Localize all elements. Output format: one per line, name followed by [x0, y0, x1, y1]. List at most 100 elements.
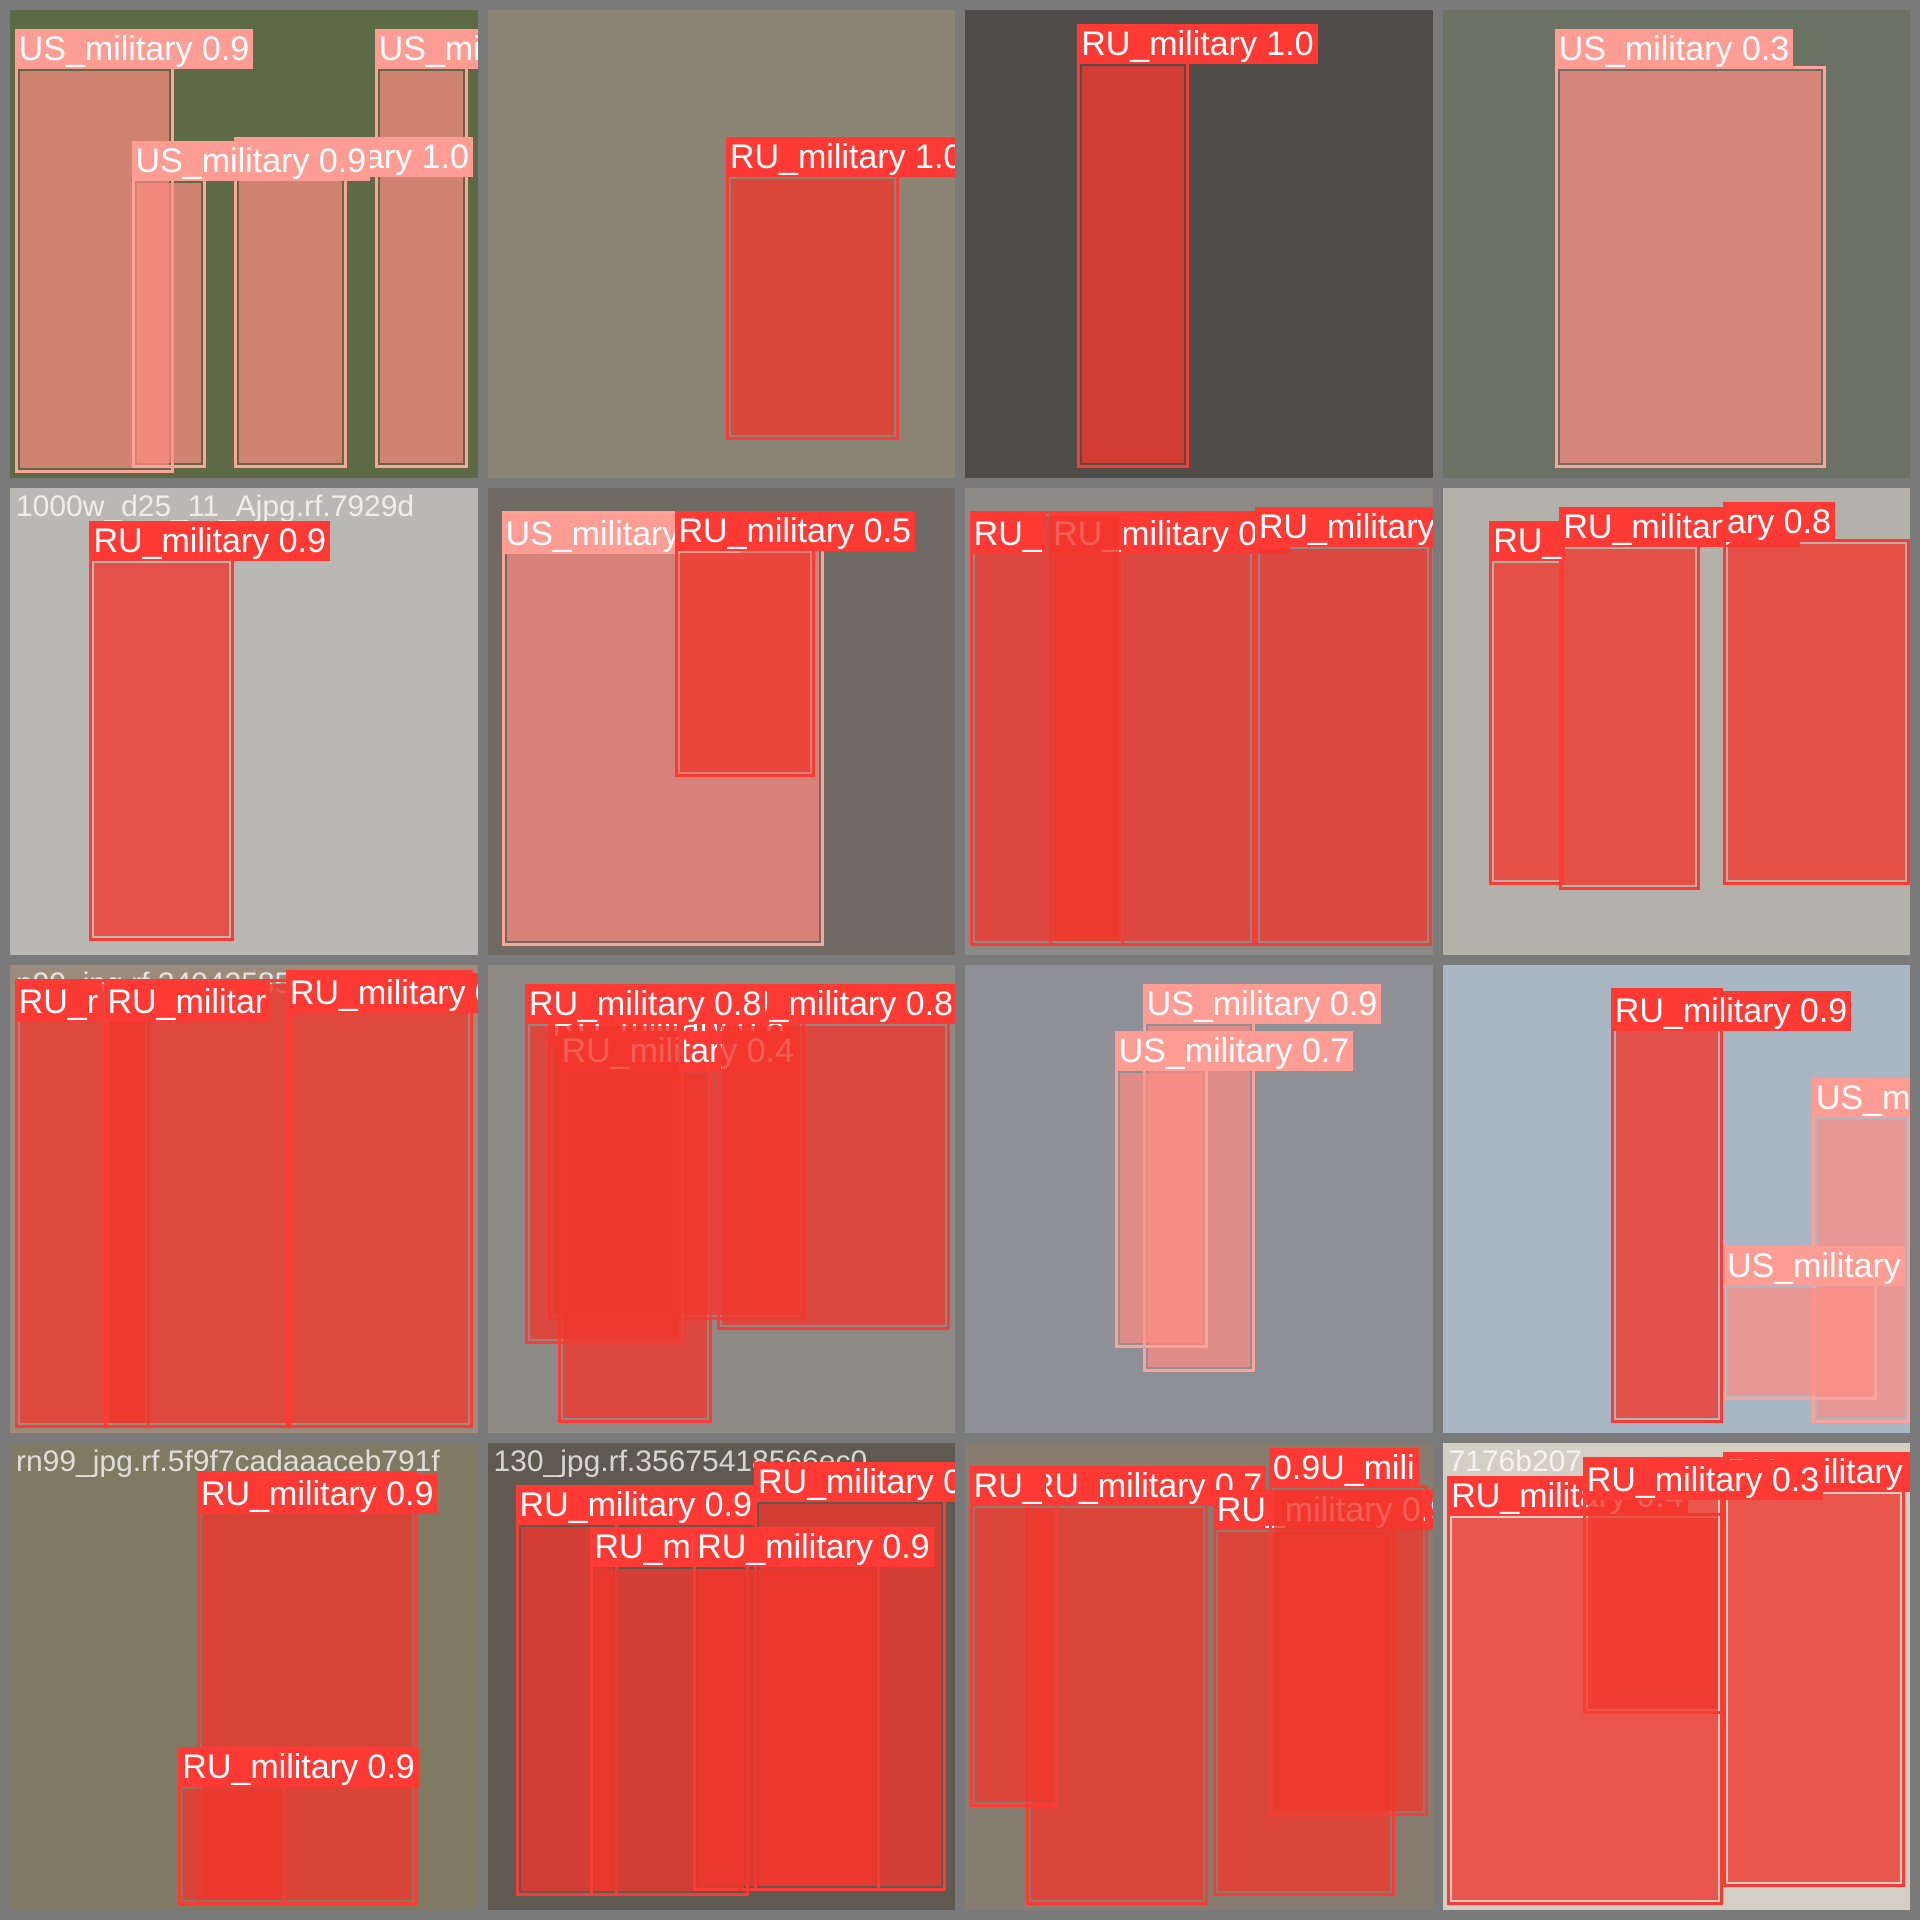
mosaic-tile: 1000w_d25_11_Ajpg.rf.7929d RU_military 0.…	[10, 487, 478, 955]
detection-box: RU_military 0.8	[285, 969, 478, 1428]
mosaic-tile: US_military 0.3	[1442, 10, 1910, 478]
mosaic-tile: RU_military 0.9 US_mi US_military	[1442, 965, 1910, 1433]
detection-box: US_military	[1723, 1245, 1905, 1400]
detection-label: US_military 0.7	[1114, 1030, 1354, 1071]
tile-photo	[965, 10, 1433, 478]
detection-label: US_mi	[1811, 1077, 1910, 1118]
detection-box: US_military 1.0	[374, 29, 478, 469]
detection-label: RU_military 0.3	[1582, 1459, 1824, 1500]
segmentation-mask	[239, 178, 342, 464]
detection-box: US_military 0.3	[1554, 29, 1826, 469]
segmentation-mask	[379, 71, 464, 464]
detection-box: RU_military 0.5	[674, 511, 915, 778]
tile-filename: 7176b207	[1448, 1444, 1582, 1478]
detection-label: RU_military 0.9	[693, 1527, 934, 1568]
detection-label: RU_r	[14, 982, 103, 1023]
detection-box: RU_military 0.9	[89, 520, 330, 941]
detection-label: RU_military 0.9	[753, 1461, 955, 1502]
detection-box: RU_military 0.8	[524, 984, 766, 1344]
detection-label: RU_military 0.9	[197, 1473, 438, 1514]
detection-label: RU_military 0.5	[674, 511, 915, 552]
mosaic-tile: rn99_jpg.rf.5f9f7cadaaaceb791f RU_militar…	[10, 1442, 478, 1910]
detection-box: RU_	[1489, 520, 1566, 885]
segmentation-mask	[1564, 548, 1695, 885]
detection-box: RU_military 0.5	[1723, 1452, 1910, 1887]
detection-label: RU_military 0.9	[178, 1746, 419, 1787]
detection-box: RU_military 1.0	[725, 136, 955, 441]
detection-label: RU_military 1.0	[725, 136, 955, 177]
segmentation-mask	[1273, 1489, 1423, 1812]
detection-label: RU_military 0.	[1254, 506, 1433, 547]
detection-label: RU_	[1489, 520, 1566, 561]
detection-box: RU_militar	[103, 979, 291, 1428]
detection-box: RU_military 0.	[1254, 506, 1433, 946]
detection-label: RU_military 0.9	[89, 520, 330, 561]
tile-filename: 1000w_d25_11_Ajpg.rf.7929d	[16, 489, 415, 523]
detection-box: RU_	[969, 1466, 1059, 1808]
segmentation-mask	[1728, 543, 1905, 880]
detection-box: US_military 1.0	[234, 136, 473, 469]
detection-box: RU_military 0.9	[693, 1527, 934, 1892]
detection-box: RU_military 0.7	[1025, 1466, 1267, 1906]
segmentation-mask	[290, 974, 468, 1423]
detection-label: US_military 0.3	[1554, 29, 1794, 70]
segmentation-mask	[1259, 548, 1428, 941]
detection-box: US_military 0.7	[1114, 1030, 1354, 1349]
detection-box: US_military 0.9	[131, 141, 371, 469]
detection-label: RU_	[969, 1466, 1046, 1507]
detection-label: RU_military 0.7	[1025, 1466, 1267, 1507]
segmentation-mask	[529, 1026, 679, 1339]
detection-box: US_military 0.9	[14, 29, 254, 473]
mosaic-tile: RU_military 0.7RU_military 0.9RU_0.9U_mi…	[965, 1442, 1433, 1910]
detection-box: RU_military 0.8	[716, 984, 955, 1330]
segmentation-mask	[721, 1026, 946, 1325]
mosaic-tile: RU_military 0.8RU_military 0.4RU_militar…	[487, 965, 955, 1433]
mosaic-tile: US_military 0.9US_military 1.0US_militar…	[10, 10, 478, 478]
detection-label: US_military 1.0	[374, 29, 478, 70]
segmentation-mask	[974, 1508, 1054, 1803]
segmentation-mask	[974, 515, 1119, 941]
mosaic-tile: n99_jpg.rf.24042585625e7RU_rRU_militarRU…	[10, 965, 478, 1433]
segmentation-mask	[1082, 66, 1185, 464]
segmentation-mask	[698, 1569, 876, 1887]
detection-label: 0.9U_mili	[1268, 1447, 1419, 1488]
mosaic-tile: US_military 0.9 US_military 0.7	[965, 965, 1433, 1433]
segmentation-mask	[183, 1788, 281, 1901]
segmentation-mask	[1559, 71, 1821, 464]
detection-label: RU_military 0.8	[524, 984, 766, 1025]
tile-photo	[10, 487, 478, 955]
detection-box: 0.9U_mili	[1268, 1447, 1428, 1817]
detection-label: RU_	[969, 513, 1046, 554]
detection-box: RU_military 0.3	[1582, 1456, 1824, 1714]
segmentation-mask	[1615, 993, 1718, 1419]
segmentation-mask	[1030, 1508, 1204, 1901]
mosaic-tile: RU_military 1.0	[487, 10, 955, 478]
detection-label: US_military 0.9	[1142, 984, 1382, 1025]
detection-label: US_military	[1723, 1245, 1905, 1286]
mosaic-tile: RU_military 0.7 ary 0.8 RU_	[1442, 487, 1910, 955]
detection-box: RU_military 0.9	[1610, 988, 1852, 1424]
segmentation-mask	[730, 178, 894, 436]
detection-label: RU_military 0.9	[1610, 991, 1852, 1032]
detection-box: RU_military 0.9	[178, 1746, 419, 1906]
detection-label: ary 0.8	[1723, 501, 1835, 542]
detection-label: RU_military 0.8	[285, 972, 478, 1013]
detection-label: RU_military 1.0	[1077, 24, 1318, 65]
segmentation-mask	[1728, 1494, 1901, 1882]
detection-box: RU_military 1.0	[1077, 24, 1318, 469]
segmentation-mask	[1587, 1461, 1718, 1709]
mosaic-tile: RU_military 0.9RU_military 0.RU_	[965, 487, 1433, 955]
detection-box: ary 0.8	[1723, 501, 1910, 885]
detection-box: RU_military 0.7	[1559, 506, 1800, 890]
segmentation-mask	[1728, 1287, 1873, 1395]
segmentation-mask	[1494, 562, 1560, 880]
detection-label: US_military 0.9	[131, 141, 371, 182]
detection-label: US_military 0.9	[14, 29, 254, 70]
segmentation-mask	[136, 183, 202, 464]
detection-label: RU_military 0.9	[515, 1484, 756, 1525]
segmentation-mask	[108, 984, 286, 1423]
segmentation-mask	[1119, 1072, 1204, 1344]
mosaic-tile: US_military 0.9 RU_military 0.5	[487, 487, 955, 955]
